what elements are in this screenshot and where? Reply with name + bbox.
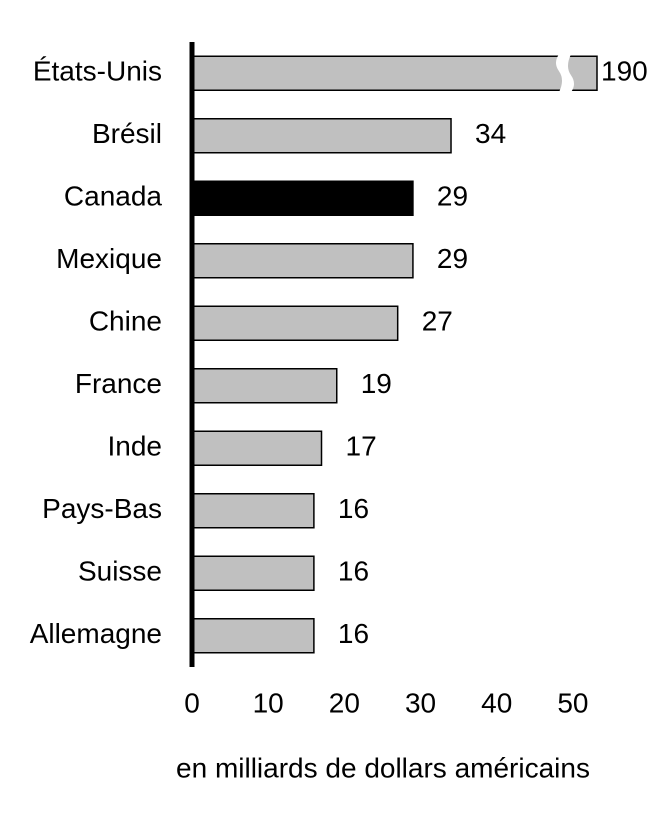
x-tick-label: 10	[253, 687, 284, 718]
value-label: 16	[338, 493, 369, 524]
y-tick-label: Mexique	[56, 243, 162, 274]
bar	[191, 493, 315, 529]
y-tick-label: Brésil	[92, 118, 162, 149]
value-label: 29	[437, 243, 468, 274]
y-tick-label: États-Unis	[33, 56, 162, 87]
x-tick-label: 40	[481, 687, 512, 718]
bar	[191, 618, 315, 654]
y-tick-label: France	[75, 368, 162, 399]
x-tick-label: 0	[184, 687, 200, 718]
bar	[191, 368, 338, 404]
bar	[191, 430, 323, 466]
value-label: 27	[422, 306, 453, 337]
y-tick-label: Canada	[64, 181, 163, 212]
x-tick-label: 50	[557, 687, 588, 718]
value-label: 17	[346, 431, 377, 462]
value-label: 29	[437, 181, 468, 212]
value-label: 19	[361, 368, 392, 399]
bar	[191, 243, 414, 279]
value-label: 16	[338, 556, 369, 587]
bar	[191, 180, 414, 216]
value-label: 16	[338, 618, 369, 649]
y-tick-label: Suisse	[78, 556, 162, 587]
x-tick-label: 30	[405, 687, 436, 718]
x-axis-label: en milliards de dollars américains	[176, 752, 590, 783]
y-tick-label: Inde	[108, 431, 163, 462]
y-tick-label: Pays-Bas	[42, 493, 162, 524]
value-label: 190	[601, 56, 648, 87]
value-label: 34	[475, 118, 506, 149]
x-tick-label: 20	[329, 687, 360, 718]
bar	[191, 555, 315, 591]
axis-break	[556, 54, 574, 93]
y-tick-label: Chine	[89, 306, 162, 337]
bar	[191, 305, 399, 341]
y-tick-label: Allemagne	[30, 618, 162, 649]
bar	[191, 118, 452, 154]
bar	[191, 55, 598, 91]
